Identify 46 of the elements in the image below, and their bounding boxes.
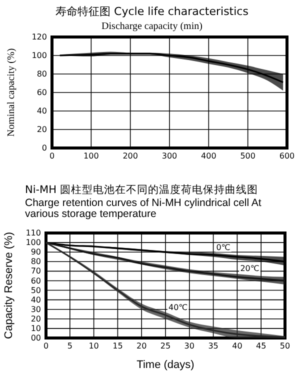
x-tick-label: 300 — [162, 152, 178, 161]
x-tick-label: 5 — [67, 342, 72, 351]
y-tick-label: 40 — [30, 295, 41, 304]
annotation: 40℃ — [168, 303, 188, 312]
x-tick-label: 0 — [49, 152, 55, 161]
x-tick-label: 600 — [279, 152, 295, 161]
x-axis-title: Discharge capacity (min) — [102, 21, 202, 32]
x-tick-label: 50 — [280, 342, 290, 351]
annotation: 0℃ — [216, 242, 230, 252]
x-axis-title: Time (days) — [136, 359, 194, 371]
x-tick-label: 25 — [160, 342, 171, 351]
annotation: 20℃ — [240, 264, 260, 273]
x-tick-label: 40 — [232, 342, 242, 351]
y-tick-label: 30 — [30, 304, 41, 314]
y-tick-label: 00 — [30, 334, 41, 343]
y-tick-label: 0 — [42, 144, 47, 153]
x-tick-label: 200 — [122, 152, 138, 161]
y-tick-label: 60 — [36, 88, 47, 98]
x-tick-label: 500 — [240, 152, 256, 161]
y-tick-label: 10 — [30, 324, 41, 334]
y-tick-label: 20 — [36, 125, 47, 134]
y-tick-label: 20 — [30, 314, 41, 324]
x-tick-label: 35 — [208, 342, 218, 351]
y-tick-label: 90 — [30, 248, 41, 257]
x-tick-label: 15 — [112, 342, 123, 351]
x-tick-label: 100 — [84, 152, 99, 161]
x-tick-label: 30 — [184, 342, 194, 351]
chart-title: 寿命特征图 Cycle life characteristics — [56, 5, 249, 18]
y-tick-label: 120 — [32, 32, 47, 42]
y-axis-title: Nominal capacity (%) — [6, 48, 17, 137]
x-tick-label: 10 — [88, 342, 99, 351]
chart-title: Ni-MH 圆柱型电池在不同的温度荷电保持曲线图 — [25, 183, 258, 196]
chart-subtitle: Charge retention curves of Ni-MH cylindrical cell At various storage temperature — [25, 197, 262, 220]
y-tick-label: 60 — [30, 276, 41, 286]
y-tick-label: 80 — [36, 70, 47, 79]
y-axis-title: Capacity Reserve (%) — [3, 232, 15, 339]
x-tick-label: 45 — [256, 342, 266, 351]
y-tick-label: 100 — [32, 51, 47, 60]
y-tick-label: 100 — [26, 238, 41, 248]
y-tick-label: 110 — [26, 228, 41, 238]
x-tick-label: 20 — [136, 342, 147, 351]
y-tick-label: 40 — [36, 106, 47, 116]
y-tick-label: 50 — [30, 286, 41, 295]
y-tick-label: 80 — [30, 257, 41, 266]
y-tick-label: 70 — [30, 266, 41, 276]
x-tick-label: 400 — [201, 152, 216, 161]
